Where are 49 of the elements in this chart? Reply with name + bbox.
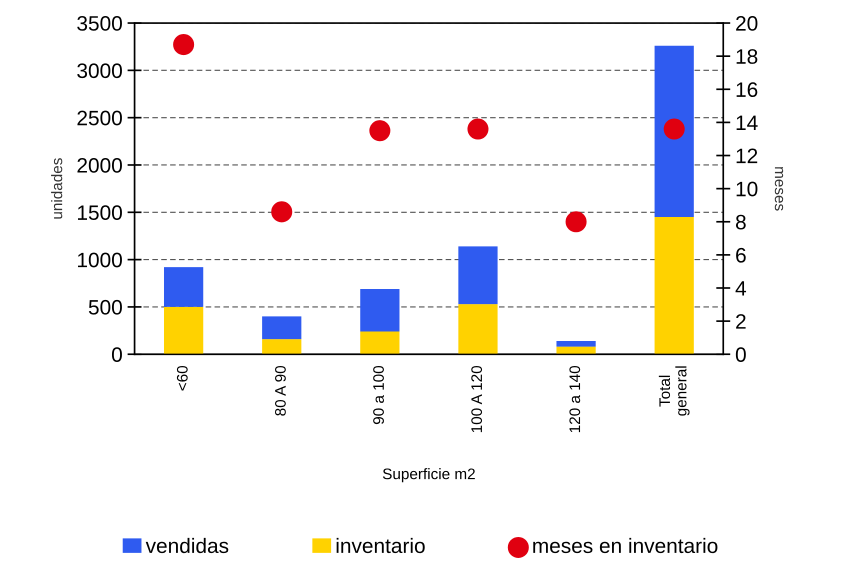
y2-tick-label: 10 <box>736 182 758 196</box>
y-axis-title: unidades <box>51 158 62 219</box>
y2-tick-label: 16 <box>736 82 758 98</box>
y-tick-label: 2500 <box>77 110 122 126</box>
bar <box>458 246 498 304</box>
bar <box>556 346 596 354</box>
y-tick-label: 0 <box>112 347 122 362</box>
x-axis-title: Superficie m2 <box>382 468 475 482</box>
y2-tick-label: 20 <box>736 16 758 31</box>
legend-label: meses en inventario <box>533 538 718 554</box>
bar <box>164 267 204 307</box>
y2-tick-label: 0 <box>736 347 746 362</box>
point <box>664 118 685 140</box>
y2-tick-label: 12 <box>736 148 758 164</box>
point <box>173 34 194 56</box>
bar <box>654 46 694 218</box>
bar <box>654 217 694 354</box>
x-tick-label: <60 <box>176 366 188 391</box>
y2-axis-title: meses <box>774 167 784 211</box>
bar <box>164 306 204 354</box>
bar <box>262 316 302 340</box>
point <box>566 211 587 232</box>
x-tick-label: 80 A 90 <box>275 366 286 416</box>
y-tick-label: 3500 <box>77 16 122 31</box>
bar <box>360 288 400 332</box>
legend-label: vendidas <box>146 538 228 554</box>
y2-tick-label: 2 <box>736 314 746 329</box>
y2-tick-label: 18 <box>736 49 758 64</box>
x-tick-label: 120 a 140 <box>569 366 580 432</box>
y2-tick-label: 8 <box>736 214 746 230</box>
y-tick-label: 3000 <box>77 63 122 78</box>
bar <box>360 332 400 354</box>
x-tick-label: Total general <box>658 366 690 416</box>
y-tick-label: 2000 <box>77 158 122 173</box>
y-tick-label: 500 <box>88 300 122 315</box>
y-tick-label: 1500 <box>78 205 122 220</box>
point <box>369 120 390 142</box>
point <box>271 201 292 222</box>
x-tick-label: 90 a 100 <box>373 366 384 424</box>
legend-label: inventario <box>336 538 425 554</box>
y2-tick-label: 14 <box>736 116 758 130</box>
y2-tick-label: 6 <box>736 248 746 263</box>
bar <box>262 339 302 354</box>
y2-tick-label: 4 <box>736 281 746 296</box>
x-tick-label: 100 A 120 <box>471 366 482 432</box>
bar <box>556 340 596 347</box>
point <box>467 118 488 140</box>
bar <box>458 304 498 354</box>
y-tick-label: 1000 <box>78 252 122 268</box>
